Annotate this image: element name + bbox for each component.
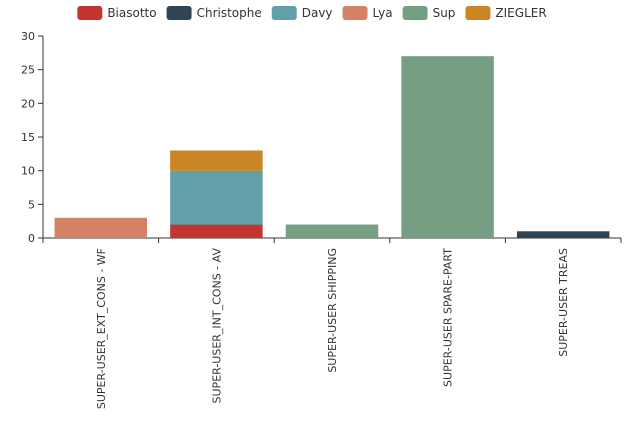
x-category-label: SUPER-USER SPARE-PART xyxy=(442,248,455,387)
x-category-label: SUPER-USER TREAS xyxy=(557,248,570,357)
legend-swatch xyxy=(271,6,297,20)
y-tick-label: 20 xyxy=(21,97,35,110)
bar-segment[interactable] xyxy=(401,56,494,239)
y-tick-label: 15 xyxy=(21,131,35,144)
legend-label: Davy xyxy=(302,6,333,20)
x-axis: SUPER-USER_EXT_CONS - WF SUPER-USER_INT_C… xyxy=(42,237,622,409)
y-tick-label: 5 xyxy=(28,198,35,211)
x-category-label: SUPER-USER SHIPPING xyxy=(326,248,339,373)
legend-label: Christophe xyxy=(197,6,262,20)
legend[interactable]: Biasotto Christophe Davy Lya Sup ZIEGLER xyxy=(77,6,547,20)
legend-label: Lya xyxy=(373,6,393,20)
legend-item[interactable]: Sup xyxy=(402,6,456,20)
legend-swatch xyxy=(166,6,192,20)
y-tick-label: 0 xyxy=(28,232,35,245)
legend-item[interactable]: ZIEGLER xyxy=(465,6,547,20)
legend-swatch xyxy=(342,6,368,20)
y-tick-label: 10 xyxy=(21,165,35,178)
y-tick-label: 30 xyxy=(21,30,35,43)
x-category-label: SUPER-USER_INT_CONS - AV xyxy=(210,248,223,404)
x-category-label: SUPER-USER_EXT_CONS - WF xyxy=(95,248,108,409)
legend-swatch xyxy=(402,6,428,20)
bar-segment[interactable] xyxy=(285,224,379,238)
legend-label: Biasotto xyxy=(107,6,156,20)
bar-segment[interactable] xyxy=(516,231,610,238)
bar-segment[interactable] xyxy=(54,217,148,238)
legend-item[interactable]: Lya xyxy=(342,6,393,20)
legend-item[interactable]: Christophe xyxy=(166,6,262,20)
legend-item[interactable]: Biasotto xyxy=(77,6,157,20)
legend-swatch xyxy=(465,6,491,20)
legend-item[interactable]: Davy xyxy=(271,6,333,20)
legend-label: Sup xyxy=(433,6,456,20)
y-axis: 0 5 10 15 20 25 30 xyxy=(21,30,44,245)
bar-segment[interactable] xyxy=(170,150,263,171)
bar-segment[interactable] xyxy=(170,170,263,225)
bars xyxy=(54,56,610,239)
legend-label: ZIEGLER xyxy=(495,6,546,20)
y-tick-label: 25 xyxy=(21,64,35,77)
bar-segment[interactable] xyxy=(170,224,263,238)
legend-swatch xyxy=(77,6,103,20)
